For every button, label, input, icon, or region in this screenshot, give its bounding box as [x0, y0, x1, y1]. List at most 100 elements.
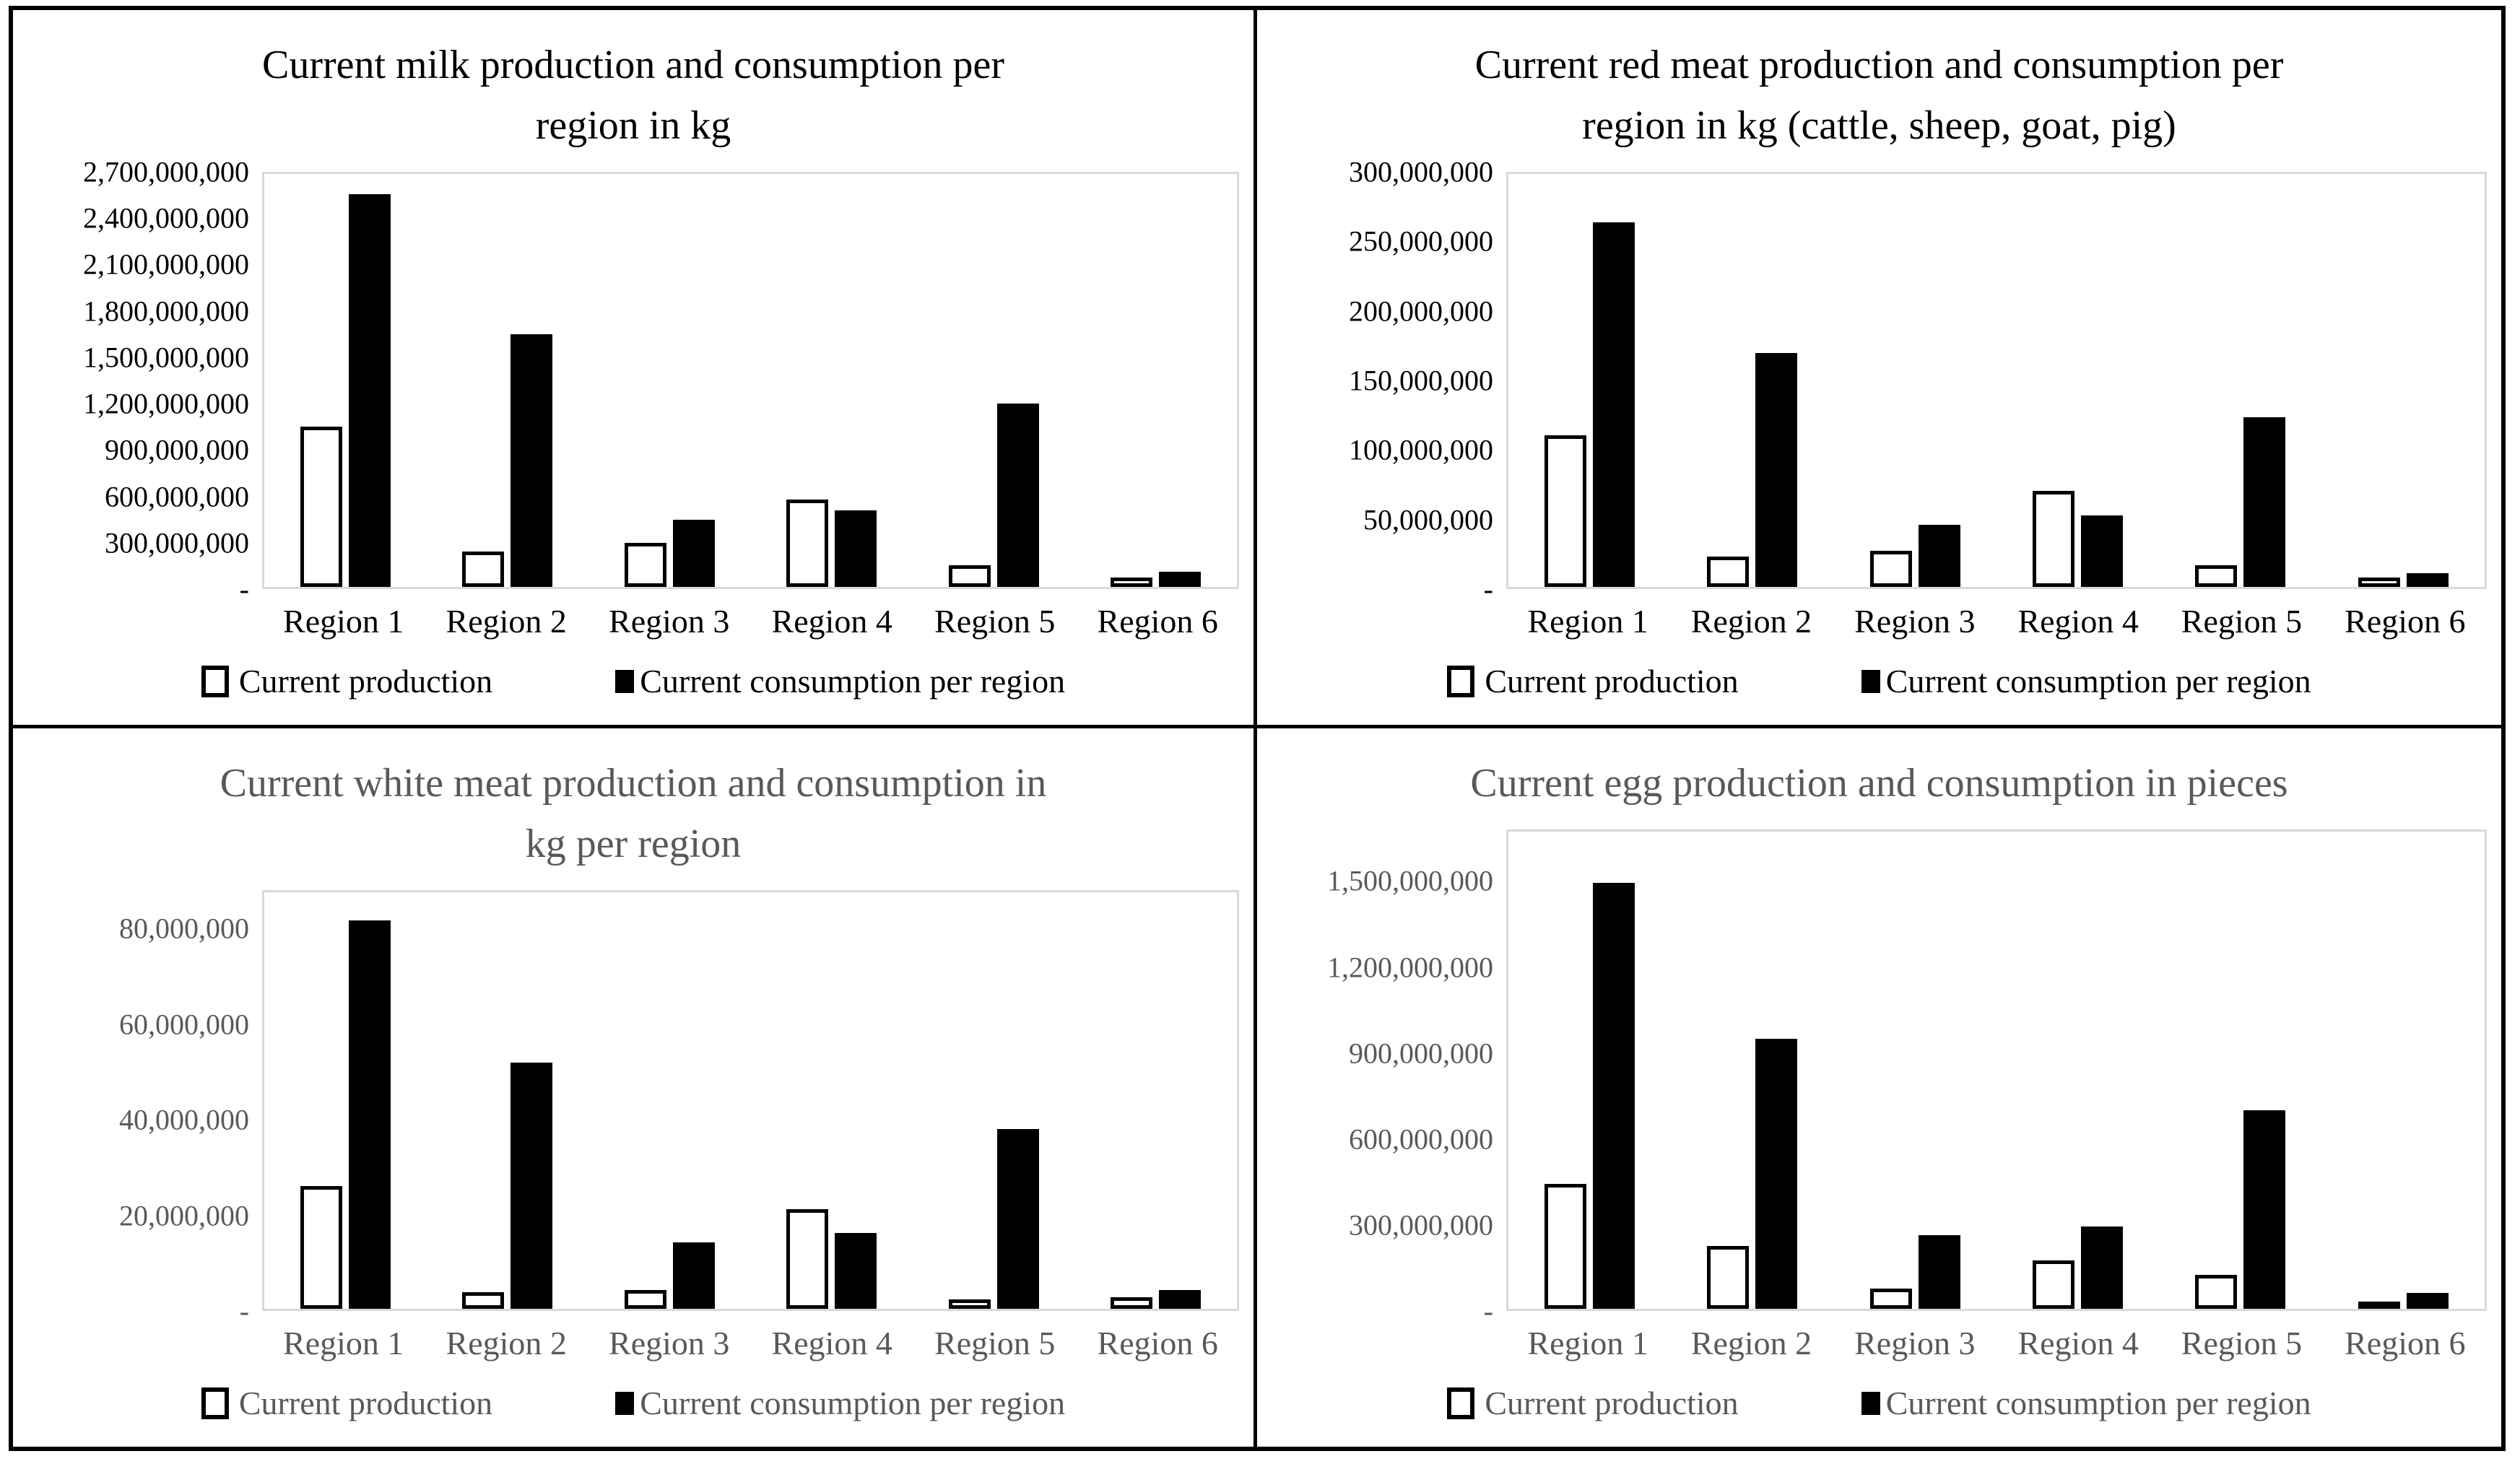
y-tick-label: 60,000,000 — [119, 1008, 249, 1040]
production-bar — [1869, 1289, 1912, 1309]
x-category-label: Region 5 — [2181, 1325, 2303, 1361]
production-bar — [300, 426, 342, 587]
legend-item-production: Current production — [1447, 1384, 1739, 1422]
x-category-label: Region 3 — [609, 603, 730, 640]
y-tick-label: 600,000,000 — [105, 480, 249, 513]
x-category-label: Region 3 — [609, 1325, 730, 1361]
production-bar — [1707, 1246, 1750, 1309]
y-tick-label: 1,200,000,000 — [1327, 951, 1493, 984]
bar-group — [1997, 832, 2159, 1309]
production-bar — [2358, 1302, 2400, 1309]
legend-item-production: Current production — [1447, 662, 1739, 700]
bar-group — [264, 174, 427, 587]
production-bar — [948, 565, 991, 587]
consumption-bar — [1159, 571, 1202, 587]
y-tick-label: 80,000,000 — [119, 912, 249, 945]
consumption-bar — [510, 334, 553, 587]
production-bar — [1544, 435, 1587, 587]
consumption-bar — [348, 193, 391, 587]
legend-item-consumption: Current consumption per region — [1861, 662, 2311, 700]
x-category-label: Region 1 — [1527, 1325, 1648, 1361]
y-tick-label: 250,000,000 — [1349, 225, 1493, 258]
legend-item-production: Current production — [201, 1384, 492, 1422]
y-tick-label: 2,400,000,000 — [83, 201, 249, 235]
bar-group — [751, 892, 913, 1309]
bar-group — [751, 174, 913, 587]
x-category-label: Region 4 — [771, 603, 892, 640]
consumption-bar — [996, 1128, 1039, 1309]
x-category-label: Region 1 — [283, 603, 404, 640]
legend-item-consumption: Current consumption per region — [615, 1384, 1065, 1422]
production-bar — [2033, 1260, 2075, 1309]
y-tick-label: 300,000,000 — [105, 526, 249, 559]
consumption-bar — [2243, 1110, 2286, 1309]
production-bar — [2033, 490, 2075, 587]
bar-group — [2322, 174, 2485, 587]
chart-body: 2,700,000,000 2,400,000,000 2,100,000,000 1… — [13, 156, 1254, 606]
x-category-label: Region 6 — [1097, 1325, 1218, 1361]
consumption-bar — [2081, 515, 2124, 587]
y-tick-label: 1,800,000,000 — [83, 295, 249, 328]
y-tick-label: 600,000,000 — [1349, 1123, 1493, 1156]
x-category-label: Region 4 — [771, 1325, 892, 1361]
y-tick-label: - — [239, 1294, 249, 1328]
production-bar — [786, 1209, 829, 1309]
plot-area — [262, 172, 1239, 589]
consumption-bar — [672, 519, 715, 587]
y-tick-label: - — [1483, 572, 1493, 606]
production-swatch-icon — [1447, 665, 1475, 697]
x-axis: Region 1 Region 2 Region 3 Region 4 Region 5… — [1506, 1324, 2487, 1362]
bar-group — [1671, 832, 1833, 1309]
y-tick-label: 150,000,000 — [1349, 364, 1493, 397]
consumption-bar — [1918, 525, 1960, 587]
consumption-bar — [2081, 1226, 2124, 1309]
x-category-label: Region 2 — [1690, 1325, 1812, 1361]
production-swatch-icon — [1447, 1387, 1475, 1419]
y-tick-label: 900,000,000 — [1349, 1037, 1493, 1070]
y-axis: 300,000,000 250,000,000 200,000,000 150,000… — [1257, 156, 1506, 606]
y-axis: 2,700,000,000 2,400,000,000 2,100,000,000 1… — [13, 156, 262, 606]
consumption-bar — [1593, 222, 1635, 587]
y-tick-label: 50,000,000 — [1363, 503, 1493, 536]
chart-title: Current red meat production and consumpt… — [1474, 43, 2284, 148]
y-tick-label: - — [1483, 1294, 1493, 1328]
x-axis: Region 1 Region 2 Region 3 Region 4 Region 5… — [1506, 602, 2487, 640]
chart-grid: Current milk production and consumption … — [9, 6, 2506, 1451]
production-bar — [624, 1289, 666, 1309]
y-tick-label: 200,000,000 — [1349, 295, 1493, 328]
production-bar — [1707, 557, 1750, 587]
bar-group — [913, 174, 1075, 587]
y-axis: 80,000,000 60,000,000 40,000,000 20,000,000… — [13, 890, 262, 1328]
bar-group — [2159, 174, 2321, 587]
production-bar — [462, 552, 505, 587]
production-bar — [2195, 565, 2238, 587]
consumption-bar — [2406, 572, 2449, 587]
y-tick-label: 900,000,000 — [105, 433, 249, 466]
legend-label-consumption: Current consumption per region — [640, 1385, 1066, 1421]
production-bar — [1111, 578, 1153, 587]
consumption-bar — [2406, 1293, 2449, 1309]
legend-label-consumption: Current consumption per region — [1885, 663, 2311, 700]
chart-title: Current white meat production and consum… — [220, 761, 1047, 866]
consumption-bar — [1593, 882, 1635, 1309]
legend: Current production Current consumption p… — [20, 1384, 1246, 1422]
consumption-swatch-icon — [615, 669, 635, 693]
production-bar — [300, 1185, 342, 1309]
y-tick-label: 40,000,000 — [119, 1103, 249, 1136]
chart-body: 300,000,000 250,000,000 200,000,000 150,000… — [1257, 156, 2501, 606]
x-axis: Region 1 Region 2 Region 3 Region 4 Region 5… — [262, 1324, 1239, 1362]
consumption-bar — [835, 1233, 877, 1309]
bar-group — [427, 892, 589, 1309]
production-bar — [786, 500, 829, 587]
bar-group — [2322, 832, 2485, 1309]
consumption-bar — [2243, 417, 2286, 587]
x-category-label: Region 5 — [934, 603, 1056, 640]
white-meat-chart-panel: Current white meat production and consum… — [13, 728, 1257, 1447]
bar-group — [264, 892, 427, 1309]
chart-body: 1,500,000,000 1,200,000,000 900,000,000 600… — [1257, 829, 2501, 1328]
bar-group — [1075, 174, 1238, 587]
chart-body: 80,000,000 60,000,000 40,000,000 20,000,000… — [13, 890, 1254, 1328]
bar-group — [427, 174, 589, 587]
consumption-swatch-icon — [615, 1391, 635, 1415]
production-bar — [1869, 551, 1912, 587]
